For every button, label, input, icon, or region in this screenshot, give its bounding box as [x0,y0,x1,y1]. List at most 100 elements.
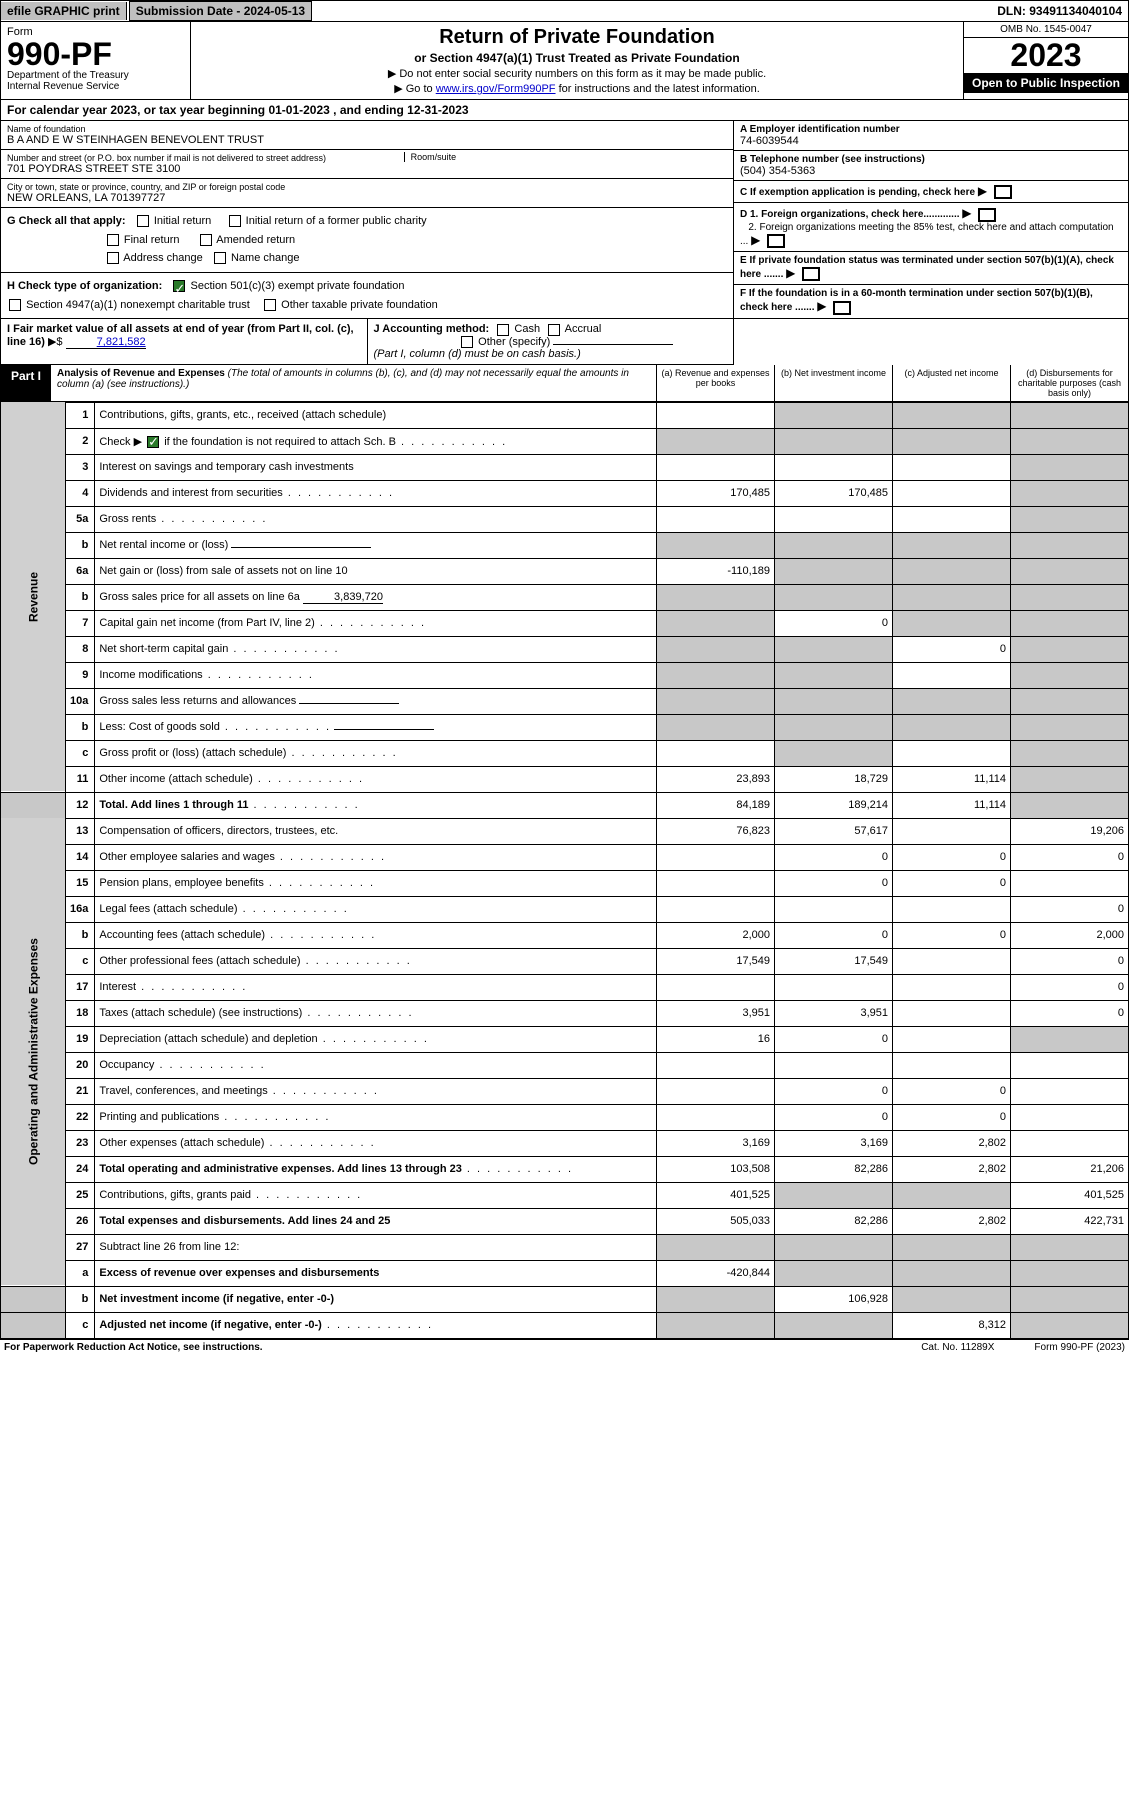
table-row: 22Printing and publications00 [1,1104,1129,1130]
cat-no: Cat. No. 11289X [921,1342,994,1353]
table-row: 15Pension plans, employee benefits00 [1,870,1129,896]
table-row: cAdjusted net income (if negative, enter… [1,1312,1129,1338]
table-row: 5aGross rents [1,506,1129,532]
table-row: bNet investment income (if negative, ent… [1,1286,1129,1312]
table-row: 17Interest0 [1,974,1129,1000]
table-row: 9Income modifications [1,662,1129,688]
table-row: 23Other expenses (attach schedule)3,1693… [1,1130,1129,1156]
form-number: 990-PF [7,38,184,70]
paperwork-notice: For Paperwork Reduction Act Notice, see … [4,1342,263,1353]
ein: 74-6039544 [740,135,799,147]
efile-print-button[interactable]: efile GRAPHIC print [1,2,127,20]
checkbox-e[interactable] [802,267,820,281]
open-public-badge: Open to Public Inspection [964,73,1128,93]
table-row: 20Occupancy [1,1052,1129,1078]
checkbox-d2[interactable] [767,234,785,248]
checkbox-other-method[interactable] [461,336,473,348]
header-left: Form 990-PF Department of the Treasury I… [1,22,191,99]
form990pf-link[interactable]: www.irs.gov/Form990PF [436,83,556,95]
form-title: Return of Private Foundation [199,26,955,49]
ein-cell: A Employer identification number 74-6039… [734,121,1128,151]
note-goto: ▶ Go to www.irs.gov/Form990PF for instru… [199,82,955,95]
table-row: bAccounting fees (attach schedule)2,0000… [1,922,1129,948]
form-ref: Form 990-PF (2023) [1034,1342,1125,1353]
checkbox-address-change[interactable] [107,252,119,264]
room-suite-label: Room/suite [404,152,457,162]
table-row: 3Interest on savings and temporary cash … [1,454,1129,480]
phone-cell: B Telephone number (see instructions) (5… [734,151,1128,181]
checkbox-cash[interactable] [497,324,509,336]
checkbox-4947[interactable] [9,299,21,311]
i-fmv-cell: I Fair market value of all assets at end… [1,319,367,364]
checkbox-501c3[interactable] [173,280,185,292]
part1-header: Part I Analysis of Revenue and Expenses … [0,365,1129,402]
checkbox-final-return[interactable] [107,234,119,246]
table-row: Revenue 1Contributions, gifts, grants, e… [1,402,1129,428]
table-row: 4Dividends and interest from securities1… [1,480,1129,506]
form-subtitle: or Section 4947(a)(1) Trust Treated as P… [199,51,955,65]
expenses-tab: Operating and Administrative Expenses [1,818,66,1286]
column-headers: (a) Revenue and expenses per books (b) N… [656,365,1128,401]
checkbox-amended-return[interactable] [200,234,212,246]
c-exemption-cell: C If exemption application is pending, c… [734,181,1128,203]
table-row: 14Other employee salaries and wages000 [1,844,1129,870]
header-middle: Return of Private Foundation or Section … [191,22,963,99]
note-ssn: ▶ Do not enter social security numbers o… [199,67,955,80]
revenue-tab: Revenue [1,402,66,792]
table-row: 16aLegal fees (attach schedule)0 [1,896,1129,922]
table-row: aExcess of revenue over expenses and dis… [1,1260,1129,1286]
table-row: 7Capital gain net income (from Part IV, … [1,610,1129,636]
part1-table: Revenue 1Contributions, gifts, grants, e… [0,402,1129,1339]
table-row: 25Contributions, gifts, grants paid401,5… [1,1182,1129,1208]
phone: (504) 354-5363 [740,165,815,177]
foundation-name: B A AND E W STEINHAGEN BENEVOLENT TRUST [7,134,727,146]
city-state-zip: NEW ORLEANS, LA 701397727 [7,192,727,204]
col-c-header: (c) Adjusted net income [892,365,1010,401]
part1-title-cell: Analysis of Revenue and Expenses (The to… [51,365,656,401]
table-row: cOther professional fees (attach schedul… [1,948,1129,974]
checkbox-accrual[interactable] [548,324,560,336]
table-row: 27Subtract line 26 from line 12: [1,1234,1129,1260]
fmv-link[interactable]: 7,821,582 [66,336,146,349]
dept-label: Department of the Treasury [7,70,184,81]
table-row: 10aGross sales less returns and allowanc… [1,688,1129,714]
street-address: 701 POYDRAS STREET STE 3100 [7,163,727,175]
table-row: 18Taxes (attach schedule) (see instructi… [1,1000,1129,1026]
h-check-line: H Check type of organization: Section 50… [1,273,733,319]
table-row: 21Travel, conferences, and meetings00 [1,1078,1129,1104]
checkbox-initial-former[interactable] [229,215,241,227]
j-accounting-cell: J Accounting method: Cash Accrual Other … [367,319,734,364]
tax-year: 2023 [964,38,1128,73]
table-row: 12Total. Add lines 1 through 1184,189189… [1,792,1129,818]
col-a-header: (a) Revenue and expenses per books [656,365,774,401]
checkbox-f[interactable] [833,301,851,315]
table-row: 24Total operating and administrative exp… [1,1156,1129,1182]
table-row: cGross profit or (loss) (attach schedule… [1,740,1129,766]
col-d-header: (d) Disbursements for charitable purpose… [1010,365,1128,401]
calendar-year-line: For calendar year 2023, or tax year begi… [0,100,1129,121]
table-row: 2Check ▶ if the foundation is not requir… [1,428,1129,454]
dln: DLN: 93491134040104 [991,2,1128,20]
part1-tab: Part I [1,365,51,401]
entity-block: Name of foundation B A AND E W STEINHAGE… [0,121,1129,365]
col-b-header: (b) Net investment income [774,365,892,401]
foundation-name-cell: Name of foundation B A AND E W STEINHAGE… [1,121,733,150]
header-right: OMB No. 1545-0047 2023 Open to Public In… [963,22,1128,99]
checkbox-initial-return[interactable] [137,215,149,227]
table-row: 8Net short-term capital gain0 [1,636,1129,662]
checkbox-c[interactable] [994,185,1012,199]
city-cell: City or town, state or province, country… [1,179,733,208]
table-row: bLess: Cost of goods sold [1,714,1129,740]
table-row: bGross sales price for all assets on lin… [1,584,1129,610]
table-row: Operating and Administrative Expenses 13… [1,818,1129,844]
footer: For Paperwork Reduction Act Notice, see … [0,1339,1129,1355]
checkbox-name-change[interactable] [214,252,226,264]
checkbox-d1[interactable] [978,208,996,222]
form-header: Form 990-PF Department of the Treasury I… [0,22,1129,100]
checkbox-other-taxable[interactable] [264,299,276,311]
table-row: 26Total expenses and disbursements. Add … [1,1208,1129,1234]
address-cell: Number and street (or P.O. box number if… [1,150,733,179]
d-foreign-cell: D 1. Foreign organizations, check here..… [734,203,1128,252]
table-row: 19Depreciation (attach schedule) and dep… [1,1026,1129,1052]
checkbox-sch-b[interactable] [147,436,159,448]
